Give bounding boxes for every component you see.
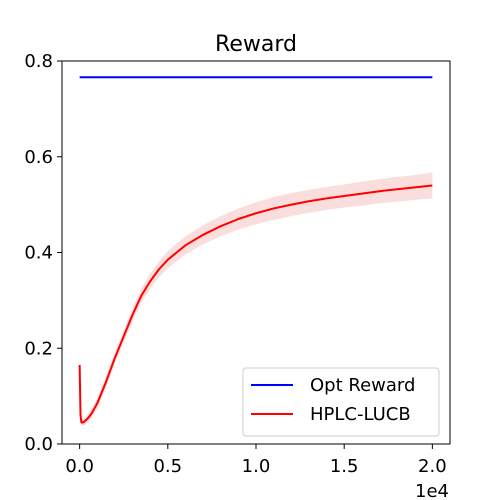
legend-label-hplc-lucb: HPLC-LUCB (310, 404, 411, 425)
x-tick-label: 2.0 (418, 456, 447, 477)
legend-label-opt-reward: Opt Reward (310, 375, 415, 396)
y-tick-label: 0.4 (24, 243, 53, 264)
x-tick-label: 0.5 (153, 456, 182, 477)
chart-title: Reward (215, 32, 297, 57)
y-tick-label: 0.2 (24, 338, 53, 359)
x-tick-label: 1.5 (330, 456, 359, 477)
y-tick-label: 0.6 (24, 147, 53, 168)
x-tick-label: 1.0 (242, 456, 271, 477)
plot-area: 0.0 0.5 1.0 1.5 2.0 0.0 0.2 0.4 0.6 0.8 Opt Reward… (24, 51, 451, 477)
hplc-lucb-line (78, 184, 433, 424)
hplc-lucb-confidence-band (79, 172, 433, 426)
y-tick-label: 0.8 (24, 51, 53, 72)
x-offset-label: 1e4 (415, 481, 449, 500)
x-tick-label: 0.0 (65, 456, 94, 477)
y-tick-label: 0.0 (24, 434, 53, 455)
